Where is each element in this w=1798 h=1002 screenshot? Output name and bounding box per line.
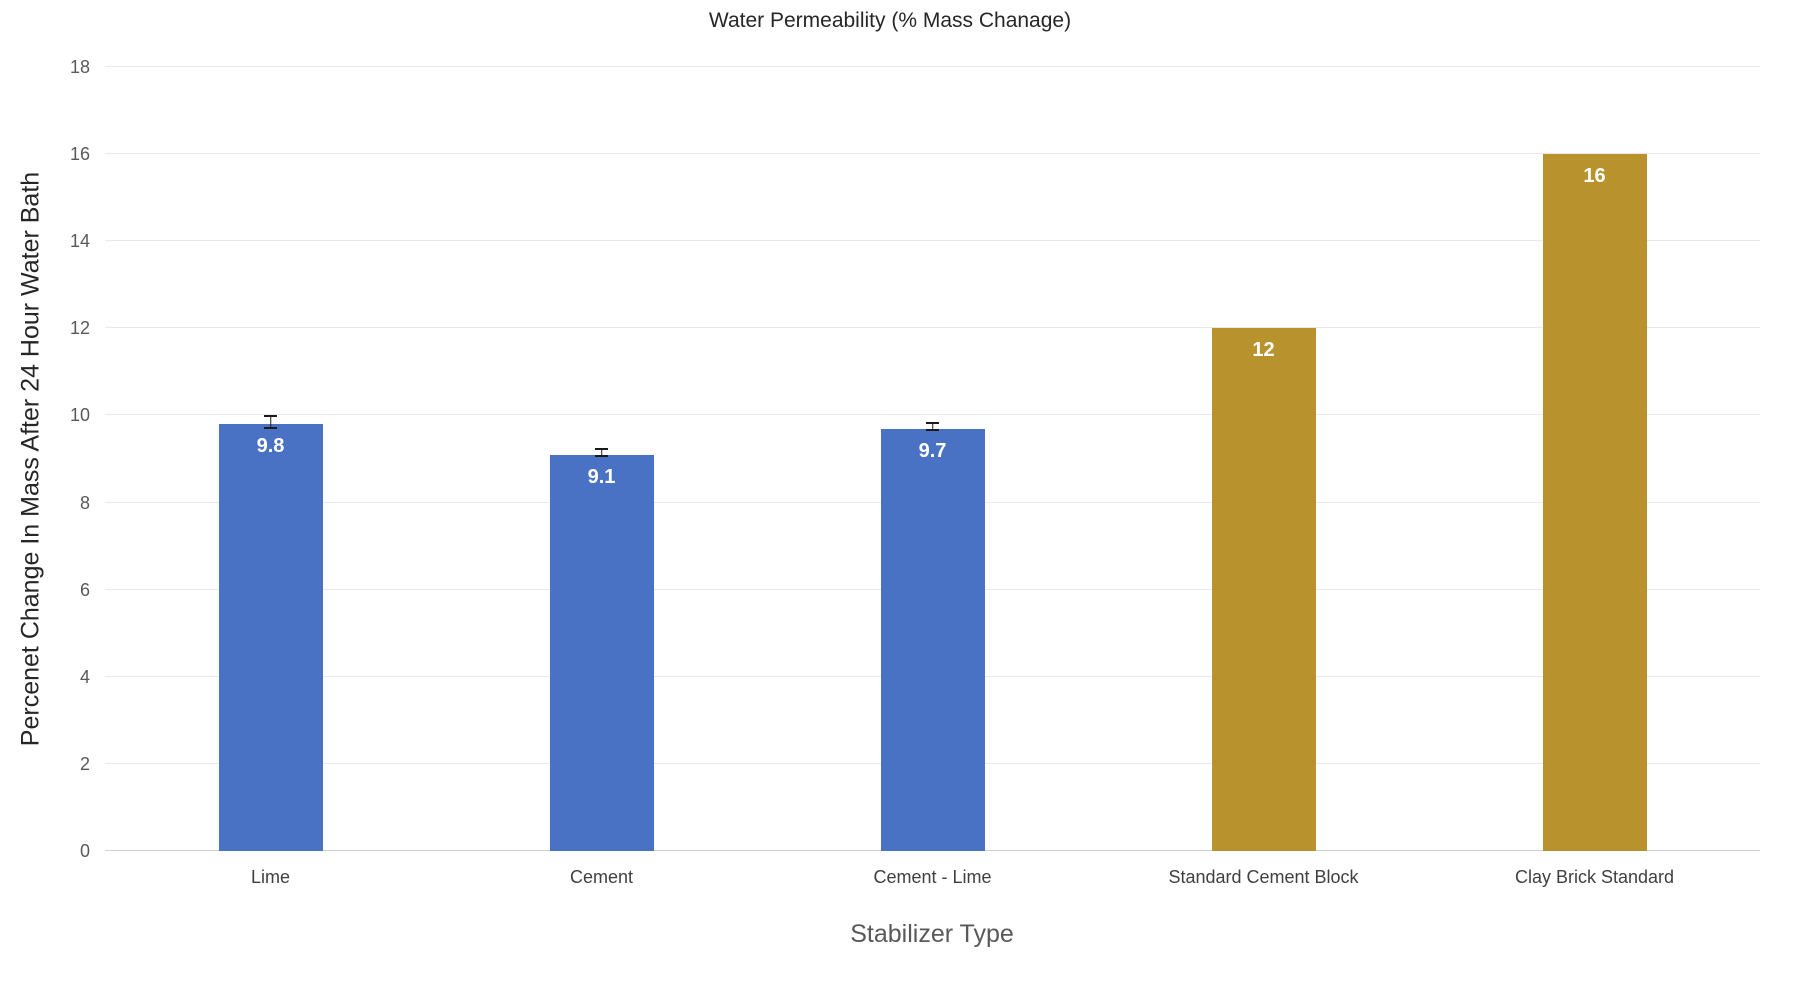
bar: 9.1 xyxy=(549,454,654,851)
y-tick-label: 8 xyxy=(79,492,90,513)
bar-value-label: 9.1 xyxy=(587,465,616,488)
y-tick-label: 2 xyxy=(79,753,90,774)
x-category-label: Lime xyxy=(250,867,291,887)
bar-value-label: 16 xyxy=(1583,165,1606,188)
x-category-label: Clay Brick Standard xyxy=(1514,867,1675,887)
gridline xyxy=(105,414,1760,416)
y-tick-label: 4 xyxy=(79,666,90,687)
error-bar xyxy=(926,422,939,431)
bar-value-label: 9.8 xyxy=(256,435,285,458)
x-category-label: Standard Cement Block xyxy=(1168,867,1359,887)
bar: 12 xyxy=(1211,328,1316,851)
bar: 9.7 xyxy=(880,428,985,851)
y-tick-label: 12 xyxy=(69,318,90,339)
x-axis-title: Stabilizer Type xyxy=(850,920,1014,948)
error-bar xyxy=(595,448,608,457)
y-axis-title: Percenet Change In Mass After 24 Hour Wa… xyxy=(16,171,45,747)
plot-area: 0 2 4 6 8 10 12 14 16 18 9.8 Lime 9.1 Cement 9.7 Cement… xyxy=(70,57,1760,887)
bar: 16 xyxy=(1542,154,1647,851)
gridline xyxy=(105,66,1760,67)
bar-value-label: 9.7 xyxy=(918,439,947,462)
y-tick-label: 18 xyxy=(69,57,90,77)
chart-title: Water Permeability (% Mass Chanage) xyxy=(708,9,1072,32)
gridline xyxy=(105,240,1760,242)
y-tick-label: 16 xyxy=(69,144,90,165)
gridline xyxy=(105,327,1760,329)
y-tick-label: 0 xyxy=(79,841,90,861)
x-category-label: Cement - Lime xyxy=(873,867,992,887)
y-tick-label: 10 xyxy=(69,405,90,426)
y-tick-label: 6 xyxy=(79,579,90,600)
x-category-label: Cement xyxy=(569,867,634,887)
error-bar xyxy=(264,414,277,430)
gridline xyxy=(105,153,1760,155)
bar-value-label: 12 xyxy=(1252,339,1275,362)
y-tick-label: 14 xyxy=(69,231,90,252)
bar: 9.8 xyxy=(218,424,323,851)
